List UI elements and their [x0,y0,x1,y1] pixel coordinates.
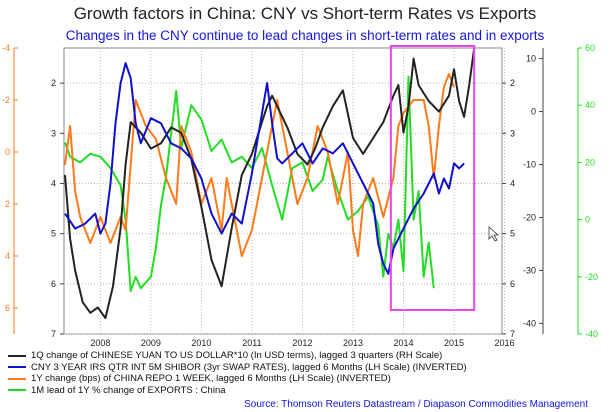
right-axis-tick-label: 5 [510,229,515,239]
x-tick-label: 2016 [495,338,515,348]
legend-swatch [8,389,26,392]
right-axis-tick-label: 7 [510,329,515,339]
x-tick-label: 2013 [343,338,363,348]
orange-axis-tick-label: 2 [5,199,10,209]
legend-swatch [8,354,26,357]
left-axis-tick-label: 3 [51,128,56,138]
x-tick-label: 2008 [90,338,110,348]
left-axis-tick-label: 2 [51,78,56,88]
legend-item: 1Q change of CHINESE YUAN TO US DOLLAR*1… [8,350,467,362]
green-axis-tick-label: -40 [585,329,598,339]
orange-axis-tick-label: 4 [5,251,10,261]
rh-axis-tick-label: 0 [531,107,536,117]
right-axis-tick-label: 3 [510,128,515,138]
right-axis-tick-label: 2 [510,78,515,88]
x-tick-label: 2010 [191,338,211,348]
cursor-icon [488,226,500,242]
rh-axis-tick-label: 10 [526,54,536,64]
rh-axis-tick-label: -30 [523,265,536,275]
highlight-box [389,45,476,311]
series-line [64,73,455,257]
right-axis-tick-label: 6 [510,279,515,289]
legend-item: CNY 3 YEAR IRS QTR INT 5M SHIBOR (3yr SW… [8,362,467,374]
legend-item: 1M lead of 1Y % change of EXPORTS : Chin… [8,385,467,397]
rh-axis-tick-label: -20 [523,212,536,222]
green-axis-tick-label: 40 [585,100,595,110]
legend: 1Q change of CHINESE YUAN TO US DOLLAR*1… [8,350,467,396]
legend-item: 1Y change (bps) of CHINA REPO 1 WEEK, la… [8,373,467,385]
legend-label: 1Y change (bps) of CHINA REPO 1 WEEK, la… [31,373,391,385]
left-axis-tick-label: 4 [51,178,56,188]
legend-label: 1M lead of 1Y % change of EXPORTS : Chin… [31,384,226,396]
x-tick-label: 2015 [444,338,464,348]
green-axis-tick-label: 20 [585,157,595,167]
legend-swatch [8,377,26,380]
series-line [64,62,465,275]
x-tick-label: 2009 [141,338,161,348]
left-axis-tick-label: 7 [51,329,56,339]
green-axis-tick-label: 0 [585,215,590,225]
x-tick-label: 2012 [292,338,312,348]
left-axis-tick-label: 6 [51,279,56,289]
x-tick-label: 2011 [242,338,261,348]
x-tick-label: 2014 [393,338,413,348]
legend-label: CNY 3 YEAR IRS QTR INT 5M SHIBOR (3yr SW… [31,361,467,373]
orange-axis-tick-label: -2 [2,95,10,105]
source-note: Source: Thomson Reuters Datastream / Dia… [244,399,588,410]
chart-title: Growth factors in China: CNY vs Short-te… [73,4,537,23]
orange-axis-tick-label: 6 [5,303,10,313]
rh-axis-tick-label: -40 [523,318,536,328]
legend-label: 1Q change of CHINESE YUAN TO US DOLLAR*1… [31,350,443,362]
chart-subtitle: Changes in the CNY continue to lead chan… [65,28,545,43]
green-axis-tick-label: 60 [585,43,595,53]
rh-axis-tick-label: -10 [523,160,536,170]
orange-axis-tick-label: 0 [5,147,10,157]
series-line [64,47,476,320]
legend-swatch [8,366,26,369]
right-axis-tick-label: 4 [510,178,515,188]
green-axis-tick-label: -20 [585,272,598,282]
orange-axis-tick-label: -4 [2,43,10,53]
left-axis-tick-label: 5 [51,229,56,239]
